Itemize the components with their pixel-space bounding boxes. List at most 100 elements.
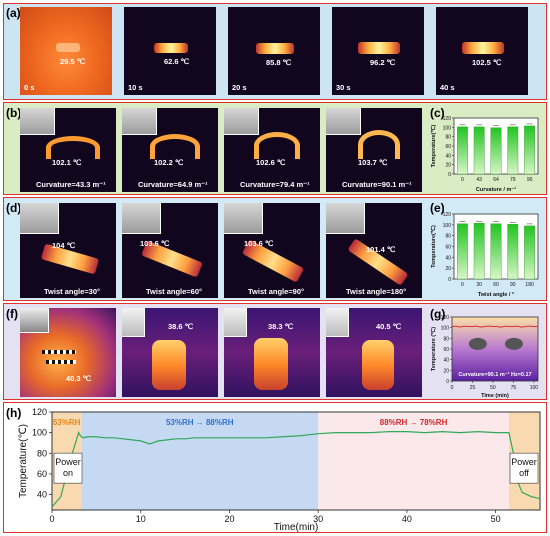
label-c: (c) [430, 106, 445, 120]
x-tick-label: 50 [490, 385, 496, 391]
x-tick-label: 100 [530, 385, 539, 391]
x-tick-label: 0 [49, 514, 54, 524]
y-tick-label: 60 [37, 469, 47, 479]
temp-label: 103.6 ℃ [244, 239, 274, 248]
y-tick-label: 40 [445, 255, 451, 261]
label-b: (b) [6, 106, 22, 120]
device-photo-right [504, 337, 523, 350]
curvature-caption: Curvature=43.3 m⁻¹ [36, 180, 106, 189]
thermal-image-a-2: 85.8 ℃ 20 s [228, 7, 320, 95]
thermal-image-f-1: 38.6 ℃ [122, 308, 218, 397]
thermal-image-f-0: 40.3 ℃ [20, 308, 116, 397]
y-tick-label: 20 [443, 368, 449, 374]
x-axis-label: Time(min) [274, 522, 319, 532]
thermal-image-a-4: 102.5 ℃ 40 s [436, 7, 528, 95]
chart-e-twist-bar: 0 20 40 60 80 100 120 0 30 60 90 180 Twist angle / °… [430, 212, 539, 298]
curvature-caption: Curvature=79.4 m⁻¹ [240, 180, 310, 189]
y-axis-label: Temperature(℃) [430, 124, 437, 167]
power-on-box [53, 452, 83, 484]
y-tick-label: 60 [443, 347, 449, 353]
bar [456, 126, 468, 175]
time-label: 40 s [440, 83, 455, 92]
curvature-caption: Curvature=90.1 m⁻¹ [342, 180, 412, 189]
thermal-image-a-3: 96.2 ℃ 30 s [332, 7, 424, 95]
bar [507, 224, 519, 280]
label-d: (d) [6, 201, 22, 215]
photo-inset [224, 203, 263, 234]
temp-label: 102.5 ℃ [472, 58, 502, 67]
y-tick-label: 120 [441, 315, 450, 321]
photo-inset [224, 108, 259, 135]
temp-label: 85.8 ℃ [266, 58, 292, 67]
photo-inset [122, 308, 145, 337]
label-h: (h) [6, 406, 22, 420]
x-axis-label: Twist angle / ° [478, 292, 514, 298]
y-tick-label: 80 [443, 336, 449, 342]
y-tick-label: 20 [445, 163, 451, 169]
y-tick-label: 40 [443, 358, 449, 364]
y-tick-label: 40 [37, 490, 47, 500]
x-tick-label: 30 [313, 514, 323, 524]
temp-label: 101.4 ℃ [366, 245, 396, 254]
device-photo-left [468, 337, 487, 350]
twist-caption: Twist angle=90° [248, 287, 305, 296]
thermal-image-d-1: 103.6 ℃ Twist angle=60° [122, 203, 218, 298]
temp-label: 40.5 ℃ [376, 322, 402, 331]
photo-inset [122, 108, 157, 135]
thermal-image-b-1: 102.2 ℃ Curvature=64.9 m⁻¹ [122, 108, 218, 192]
y-tick-label: 120 [443, 212, 452, 218]
y-axis-label: Temperature (℃) [430, 327, 437, 371]
chart-c-curvature-bar: 0 20 40 60 80 100 120 0 43 64 79 90 Curvature / m⁻¹ T… [430, 116, 539, 193]
y-tick-label: 80 [445, 234, 451, 240]
region-label: 88%RH → 78%RH [380, 418, 448, 427]
temp-label: 102.1 ℃ [52, 158, 82, 167]
chart-g-stability-line: 0 20 40 60 80 100 120 0 25 50 75 100 Curvature=90.1 … [430, 315, 539, 399]
y-tick-label: 20 [445, 266, 451, 272]
x-tick-label: 0 [461, 177, 464, 183]
bar [473, 126, 485, 175]
y-tick-label: 0 [448, 277, 451, 283]
bar [507, 126, 519, 175]
x-axis-label: Curvature / m⁻¹ [476, 186, 516, 193]
curvature-caption: Curvature=64.9 m⁻¹ [138, 180, 208, 189]
region-label: 53%RH → 88%RH [166, 418, 234, 427]
time-label: 30 s [336, 83, 351, 92]
bar [473, 223, 485, 280]
y-tick-label: 60 [445, 144, 451, 150]
photo-inset [326, 203, 365, 234]
y-tick-label: 120 [32, 407, 47, 417]
region-label: 53%RH [53, 418, 81, 427]
bar [524, 225, 536, 280]
temp-label: 40.3 ℃ [66, 374, 92, 383]
y-tick-label: 100 [441, 326, 450, 332]
thermal-image-b-0: 102.1 ℃ Curvature=43.3 m⁻¹ [20, 108, 116, 192]
series-line [451, 325, 538, 328]
y-tick-label: 40 [445, 153, 451, 159]
y-tick-label: 80 [445, 135, 451, 141]
x-tick-label: 90 [510, 282, 516, 288]
x-tick-label: 64 [493, 177, 499, 183]
y-tick-label: 80 [37, 448, 47, 458]
time-label: 20 s [232, 83, 247, 92]
thermal-image-d-2: 103.6 ℃ Twist angle=90° [224, 203, 320, 298]
bar [456, 223, 468, 280]
thermal-image-b-2: 102.6 ℃ Curvature=79.4 m⁻¹ [224, 108, 320, 192]
photo-inset [326, 308, 349, 337]
temp-label: 38.6 ℃ [168, 322, 194, 331]
time-label: 10 s [128, 83, 143, 92]
series-line [51, 430, 541, 508]
y-axis-label: Temperature(℃) [430, 225, 437, 268]
y-tick-label: 0 [446, 379, 449, 385]
photo-inset [224, 308, 247, 337]
x-tick-label: 10 [136, 514, 146, 524]
temp-label: 62.6 ℃ [164, 57, 190, 66]
power-off-box [509, 452, 539, 484]
y-axis-label: Temperature(℃) [18, 424, 29, 498]
label-e: (e) [430, 201, 445, 215]
humidity-region [81, 412, 319, 510]
thermal-image-f-2: 38.3 ℃ [224, 308, 320, 397]
temp-label: 96.2 ℃ [370, 58, 396, 67]
temp-label: 102.2 ℃ [154, 158, 184, 167]
label-f: (f) [6, 307, 18, 321]
